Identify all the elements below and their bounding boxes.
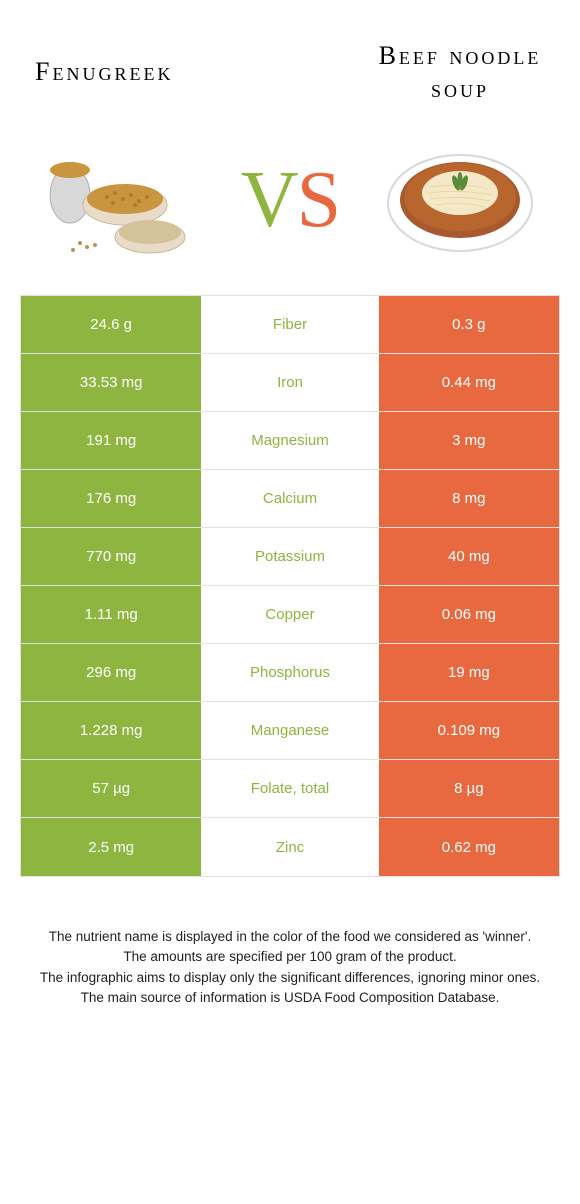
footnote-line: The amounts are specified per 100 gram o… — [30, 947, 550, 967]
table-row: 24.6 gFiber0.3 g — [21, 296, 559, 354]
right-value: 0.62 mg — [378, 818, 559, 876]
right-value: 19 mg — [378, 644, 559, 701]
nutrient-label: Potassium — [202, 528, 377, 585]
nutrient-label: Phosphorus — [202, 644, 377, 701]
left-value: 770 mg — [21, 528, 202, 585]
table-row: 33.53 mgIron0.44 mg — [21, 354, 559, 412]
nutrient-label: Zinc — [202, 818, 377, 876]
right-food-image — [375, 135, 545, 265]
right-food-title: Beef noodle soup — [375, 40, 545, 105]
right-value: 0.3 g — [378, 296, 559, 353]
left-value: 2.5 mg — [21, 818, 202, 876]
nutrient-label: Copper — [202, 586, 377, 643]
nutrient-label: Manganese — [202, 702, 377, 759]
table-row: 1.228 mgManganese0.109 mg — [21, 702, 559, 760]
left-food-title: Fenugreek — [35, 56, 265, 89]
left-value: 24.6 g — [21, 296, 202, 353]
vs-row: VS — [0, 115, 580, 295]
right-value: 0.109 mg — [378, 702, 559, 759]
soup-bowl-icon — [380, 135, 540, 265]
left-value: 33.53 mg — [21, 354, 202, 411]
comparison-table: 24.6 gFiber0.3 g33.53 mgIron0.44 mg191 m… — [20, 295, 560, 877]
vs-label: VS — [241, 155, 339, 246]
vs-v: V — [241, 156, 297, 244]
right-value: 8 µg — [378, 760, 559, 817]
left-value: 176 mg — [21, 470, 202, 527]
left-value: 57 µg — [21, 760, 202, 817]
left-value: 1.228 mg — [21, 702, 202, 759]
right-value: 40 mg — [378, 528, 559, 585]
table-row: 770 mgPotassium40 mg — [21, 528, 559, 586]
nutrient-label: Iron — [202, 354, 377, 411]
left-value: 1.11 mg — [21, 586, 202, 643]
left-value: 191 mg — [21, 412, 202, 469]
right-value: 3 mg — [378, 412, 559, 469]
footnote-line: The main source of information is USDA F… — [30, 988, 550, 1008]
table-row: 176 mgCalcium8 mg — [21, 470, 559, 528]
table-row: 191 mgMagnesium3 mg — [21, 412, 559, 470]
footnote-line: The infographic aims to display only the… — [30, 968, 550, 988]
nutrient-label: Calcium — [202, 470, 377, 527]
right-value: 0.06 mg — [378, 586, 559, 643]
left-value: 296 mg — [21, 644, 202, 701]
nutrient-label: Folate, total — [202, 760, 377, 817]
right-value: 8 mg — [378, 470, 559, 527]
footnote-line: The nutrient name is displayed in the co… — [30, 927, 550, 947]
nutrient-label: Magnesium — [202, 412, 377, 469]
left-food-image — [35, 135, 205, 265]
nutrient-label: Fiber — [202, 296, 377, 353]
table-row: 296 mgPhosphorus19 mg — [21, 644, 559, 702]
table-row: 2.5 mgZinc0.62 mg — [21, 818, 559, 876]
vs-s: S — [297, 156, 340, 244]
header: Fenugreek Beef noodle soup — [0, 0, 580, 115]
right-value: 0.44 mg — [378, 354, 559, 411]
table-row: 1.11 mgCopper0.06 mg — [21, 586, 559, 644]
footnotes: The nutrient name is displayed in the co… — [30, 927, 550, 1008]
table-row: 57 µgFolate, total8 µg — [21, 760, 559, 818]
fenugreek-icon — [35, 135, 205, 265]
